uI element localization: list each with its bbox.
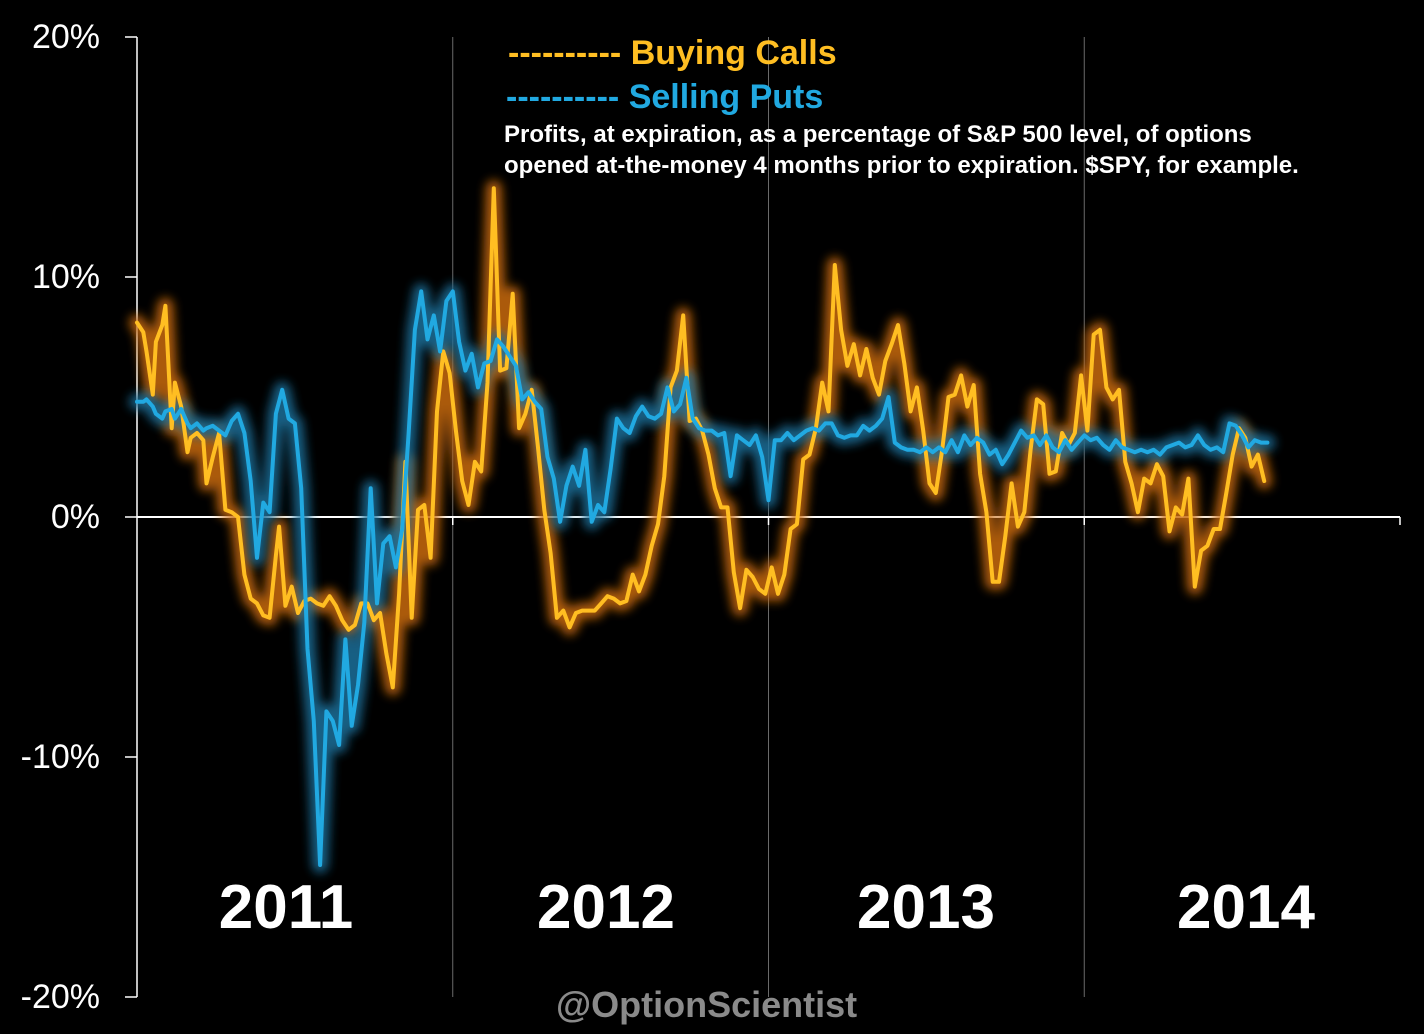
series-lines-layer xyxy=(135,186,1270,867)
legend-puts-label: Selling Puts xyxy=(628,78,824,116)
legend-calls-label: Buying Calls xyxy=(630,34,837,72)
chart-note-line-1: Profits, at expiration, as a percentage … xyxy=(504,121,1252,148)
legend-puts-dash: ---------- xyxy=(506,78,620,116)
y-tick-label: -20% xyxy=(20,978,100,1016)
legend-buying-calls: ---------- Buying Calls xyxy=(508,34,837,73)
y-tick-label: 10% xyxy=(31,258,100,296)
legend-calls-dash: ---------- xyxy=(508,34,622,72)
year-label-2013: 2013 xyxy=(857,873,995,942)
y-tick-label: -10% xyxy=(20,738,100,776)
chart-note: Profits, at expiration, as a percentage … xyxy=(504,119,1404,181)
year-label-2014: 2014 xyxy=(1177,873,1315,942)
author-credit: @OptionScientist xyxy=(556,984,858,1025)
year-label-2011: 2011 xyxy=(218,873,354,942)
year-label-2012: 2012 xyxy=(537,873,675,942)
y-tick-label: 20% xyxy=(31,18,100,56)
legend-selling-puts: ---------- Selling Puts xyxy=(506,78,823,117)
series-line-selling-puts xyxy=(135,289,1270,867)
series-glow-layer xyxy=(129,180,1276,873)
chart-note-line-2: opened at-the-money 4 months prior to ex… xyxy=(504,152,1299,179)
y-tick-label: 0% xyxy=(50,498,100,536)
